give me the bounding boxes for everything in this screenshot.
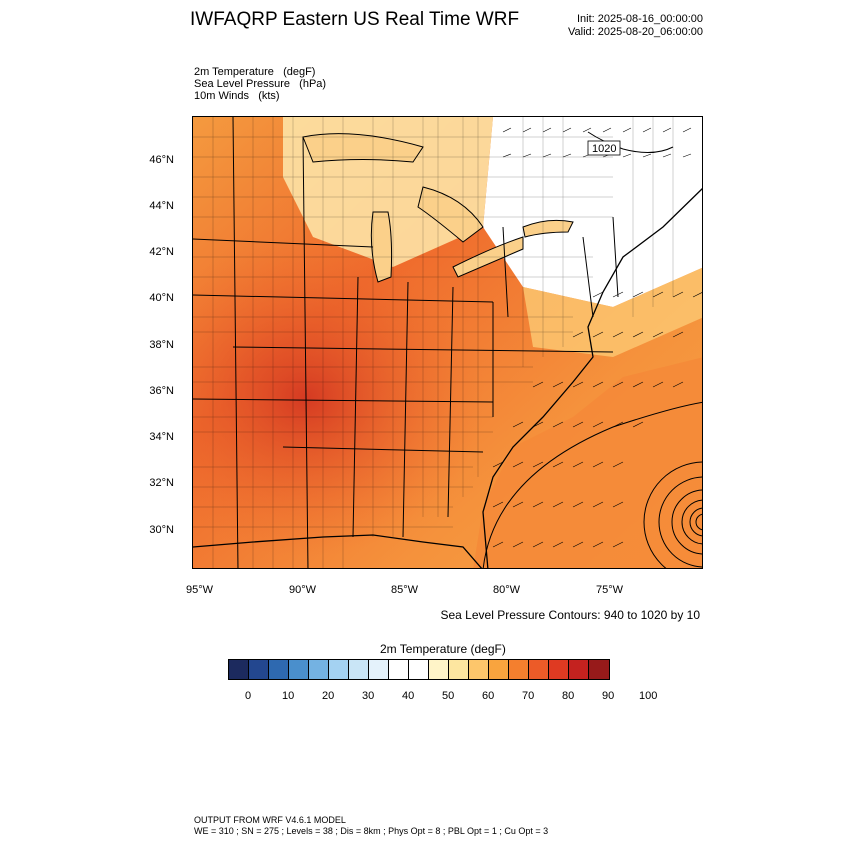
contour-note: Sea Level Pressure Contours: 940 to 1020… [440, 608, 701, 622]
isobar-label-box [587, 140, 621, 156]
lon-label-75: 75°W [596, 584, 624, 596]
colorbar-swatch [269, 660, 289, 679]
lake-ontario [522, 219, 574, 238]
cool-northeast [483, 117, 702, 307]
colorbar-label: 10 [282, 690, 295, 702]
colorbar-label: 20 [322, 690, 335, 702]
colorbar-swatch [309, 660, 329, 679]
field-temperature: 2m Temperature (degF) [194, 66, 316, 78]
lat-label-42: 42°N [149, 246, 174, 258]
colorbar-swatch [349, 660, 369, 679]
colorbar-swatch [469, 660, 489, 679]
atlantic-ocean [473, 357, 702, 568]
colorbar-label: 60 [482, 690, 495, 702]
wind-barbs [492, 127, 702, 548]
colorbar-swatch [529, 660, 549, 679]
field-winds: 10m Winds (kts) [194, 90, 280, 102]
colorbar-swatch [389, 660, 409, 679]
colorbar-label: 0 [245, 690, 252, 702]
coastline [482, 188, 702, 568]
colorbar-swatch [409, 660, 429, 679]
colorbar-label: 40 [402, 690, 415, 702]
colorbar-swatch [289, 660, 309, 679]
lon-label-85: 85°W [391, 584, 419, 596]
colorbar-swatch [509, 660, 529, 679]
colorbar-swatch [229, 660, 249, 679]
colorbar-swatch [449, 660, 469, 679]
lat-label-32: 32°N [149, 477, 174, 489]
init-time: Init: 2025-08-16_00:00:00 [577, 13, 703, 25]
plot-title: IWFAQRP Eastern US Real Time WRF [190, 9, 520, 30]
colorbar-label: 90 [602, 690, 615, 702]
lat-label-40: 40°N [149, 292, 174, 304]
gulf-coastline [193, 534, 483, 568]
colorbar [228, 659, 610, 680]
footer-line-2: WE = 310 ; SN = 275 ; Levels = 38 ; Dis … [194, 826, 549, 836]
colorbar-label: 50 [442, 690, 455, 702]
colorbar-swatch [249, 660, 269, 679]
colorbar-title: 2m Temperature (degF) [380, 642, 506, 656]
colorbar-swatch [429, 660, 449, 679]
colorbar-label: 80 [562, 690, 575, 702]
lat-label-38: 38°N [149, 339, 174, 351]
lat-label-36: 36°N [149, 385, 174, 397]
lake-huron [417, 186, 484, 243]
footer-line-1: OUTPUT FROM WRF V4.6.1 MODEL [194, 815, 346, 825]
lon-label-80: 80°W [493, 584, 521, 596]
colorbar-label: 100 [639, 690, 658, 702]
pressure-contours [482, 131, 702, 568]
lat-label-34: 34°N [149, 431, 174, 443]
colorbar-swatch [589, 660, 609, 679]
valid-time: Valid: 2025-08-20_06:00:00 [568, 26, 703, 38]
run-times: Init: 2025-08-16_00:00:00 Valid: 2025-08… [568, 13, 703, 39]
lat-label-30: 30°N [149, 524, 174, 536]
colorbar-swatch [549, 660, 569, 679]
isobar-label: 1020 [592, 143, 616, 155]
temperature-map: 1020 [192, 116, 703, 569]
colorbar-swatch [569, 660, 589, 679]
field-pressure: Sea Level Pressure (hPa) [194, 78, 327, 90]
lon-label-95: 95°W [186, 584, 214, 596]
colorbar-swatch [369, 660, 389, 679]
field-list: 2m Temperature (degF) Sea Level Pressure… [194, 66, 326, 102]
colorbar-label: 30 [362, 690, 375, 702]
lat-label-44: 44°N [149, 200, 174, 212]
colorbar-swatch [489, 660, 509, 679]
model-footer: OUTPUT FROM WRF V4.6.1 MODEL WE = 310 ; … [194, 815, 548, 837]
lat-label-46: 46°N [149, 154, 174, 166]
county-grid [193, 117, 674, 568]
map-canvas: 1020 [193, 117, 702, 568]
colorbar-swatch [329, 660, 349, 679]
colorbar-label: 70 [522, 690, 535, 702]
lon-label-90: 90°W [289, 584, 317, 596]
